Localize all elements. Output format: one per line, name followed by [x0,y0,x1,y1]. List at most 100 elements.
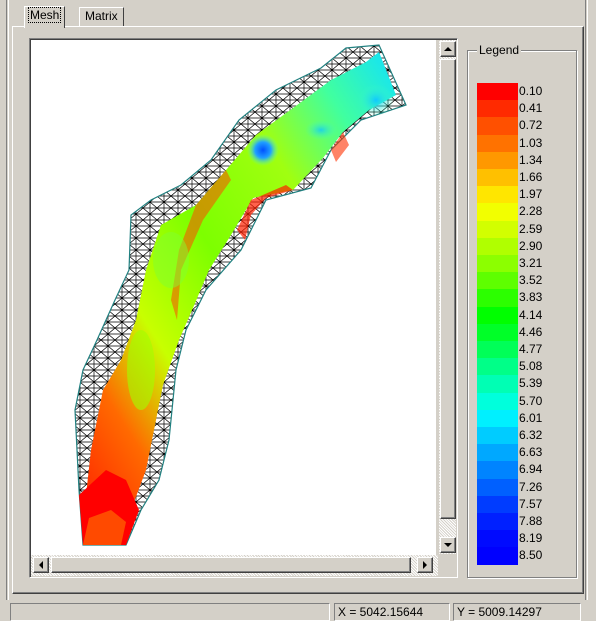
legend-entry: 7.57 [477,495,577,514]
legend-entry: 4.77 [477,341,577,359]
legend-value: 4.77 [519,342,543,356]
legend-value: 8.50 [519,548,543,563]
arrow-up-icon [444,47,452,51]
mesh-plot [74,44,407,546]
tab-mesh-label: Mesh [27,7,62,23]
legend-value: 1.03 [519,135,543,150]
legend-entry: 5.39 [477,375,577,394]
legend-value: 5.08 [519,359,543,374]
legend-swatch [477,203,518,222]
horizontal-scroll-thumb[interactable] [51,557,411,573]
legend-swatch [477,409,518,428]
tab-matrix[interactable]: Matrix [79,7,124,27]
legend-entry: 0.10 [477,83,577,101]
legend-swatch [477,341,518,359]
window-left-edge [6,0,9,600]
legend-value: 1.97 [519,187,543,202]
legend-swatch [477,495,518,514]
mesh-outline [74,44,407,546]
legend-value: 7.88 [519,514,543,528]
legend-value: 4.14 [519,307,543,322]
legend-entry: 8.50 [477,547,577,566]
scroll-right-button[interactable] [417,557,433,573]
scroll-down-button[interactable] [440,537,456,553]
legend-swatch [477,323,518,342]
legend-swatch [477,392,518,411]
legend-entry: 7.88 [477,513,577,531]
legend-entry: 5.08 [477,358,577,376]
arrow-right-icon [423,561,427,569]
tab-panel [12,26,584,594]
legend-value: 1.66 [519,170,543,184]
legend-entry: 6.94 [477,461,577,480]
tab-mesh[interactable]: Mesh [24,6,66,28]
legend-value: 6.63 [519,445,543,460]
legend-swatch [477,272,518,290]
legend-entry: 0.72 [477,117,577,136]
legend-swatch [477,513,518,531]
legend-swatch [477,186,518,204]
legend-entry: 1.34 [477,151,577,170]
legend-value: 6.32 [519,428,543,442]
legend-entry: 4.14 [477,306,577,325]
legend-title: Legend [477,43,522,57]
legend-value: 4.46 [519,324,543,339]
legend-swatch [477,547,518,566]
legend-value: 2.59 [519,221,543,236]
legend-value: 7.26 [519,479,543,494]
legend-swatch [477,220,518,239]
mesh-canvas[interactable] [31,40,436,555]
legend-value: 5.39 [519,376,543,391]
mesh-view-frame [29,38,458,578]
legend-entry: 4.46 [477,323,577,342]
legend-value: 5.70 [519,393,543,408]
legend-swatch [477,306,518,325]
legend-entry: 7.26 [477,478,577,497]
legend-swatch [477,478,518,497]
arrow-left-icon [39,561,43,569]
tab-matrix-label: Matrix [85,9,118,23]
legend-swatch [477,117,518,136]
legend-entry: 1.97 [477,186,577,204]
flow-field [79,52,396,545]
legend-value: 1.34 [519,152,543,167]
legend-value: 0.10 [519,84,543,98]
legend-swatch [477,289,518,308]
window-right-edge [585,0,588,600]
legend-value: 6.01 [519,410,543,425]
legend-swatch [477,427,518,445]
legend-value: 2.28 [519,204,543,219]
legend-entry: 5.70 [477,392,577,411]
legend-value: 3.21 [519,256,543,270]
vertical-scroll-thumb[interactable] [440,59,456,519]
legend-entry: 2.59 [477,220,577,239]
legend-value: 3.52 [519,273,543,288]
legend-swatch [477,255,518,273]
legend-entry: 6.32 [477,427,577,445]
legend-value: 6.94 [519,462,543,477]
legend-entry: 3.21 [477,255,577,273]
legend-entry: 8.19 [477,530,577,548]
legend-value: 3.83 [519,290,543,305]
legend-swatch [477,151,518,170]
legend-entry: 6.63 [477,444,577,462]
legend-value: 7.57 [519,496,543,511]
legend-swatch [477,100,518,118]
legend-entry: 2.90 [477,237,577,256]
scroll-up-button[interactable] [440,41,456,57]
legend-swatch [477,169,518,187]
legend-value: 2.90 [519,238,543,253]
legend-value: 0.41 [519,101,543,116]
legend-entry: 1.66 [477,169,577,187]
legend-swatch [477,375,518,394]
scroll-left-button[interactable] [33,557,49,573]
status-y-coordinate: Y = 5009.14297 [453,603,581,621]
arrow-down-icon [444,543,452,547]
legend-swatch [477,237,518,256]
legend-box [467,50,577,578]
legend-value: 8.19 [519,531,543,546]
legend-swatch [477,358,518,376]
legend-entry: 0.41 [477,100,577,118]
status-x-coordinate: X = 5042.15644 [334,603,450,621]
legend-scale: 0.10 0.41 0.72 1.03 1.34 1.66 1.97 2.28 2.59 2.90… [467,0,577,600]
